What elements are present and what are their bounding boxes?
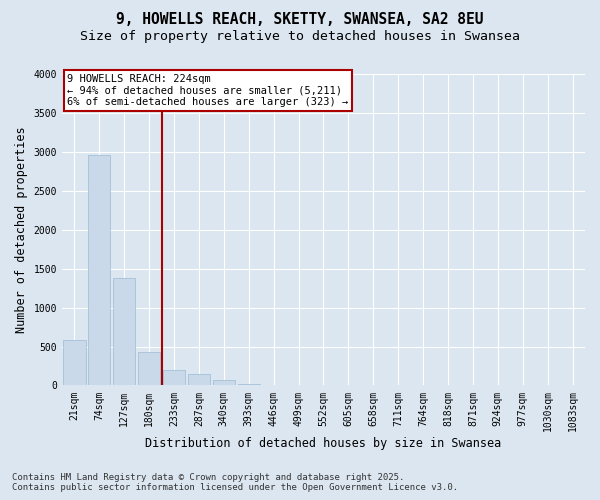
Bar: [63, 340, 86, 386]
Y-axis label: Number of detached properties: Number of detached properties: [15, 126, 28, 333]
Bar: [163, 370, 185, 386]
Bar: [88, 155, 110, 386]
Text: Contains HM Land Registry data © Crown copyright and database right 2025.
Contai: Contains HM Land Registry data © Crown c…: [12, 473, 458, 492]
Bar: [113, 278, 136, 386]
Bar: [212, 380, 235, 386]
Text: 9, HOWELLS REACH, SKETTY, SWANSEA, SA2 8EU: 9, HOWELLS REACH, SKETTY, SWANSEA, SA2 8…: [116, 12, 484, 28]
X-axis label: Distribution of detached houses by size in Swansea: Distribution of detached houses by size …: [145, 437, 502, 450]
Bar: [238, 384, 260, 386]
Text: Size of property relative to detached houses in Swansea: Size of property relative to detached ho…: [80, 30, 520, 43]
Bar: [188, 374, 210, 386]
Bar: [138, 352, 160, 386]
Text: 9 HOWELLS REACH: 224sqm
← 94% of detached houses are smaller (5,211)
6% of semi-: 9 HOWELLS REACH: 224sqm ← 94% of detache…: [67, 74, 349, 107]
